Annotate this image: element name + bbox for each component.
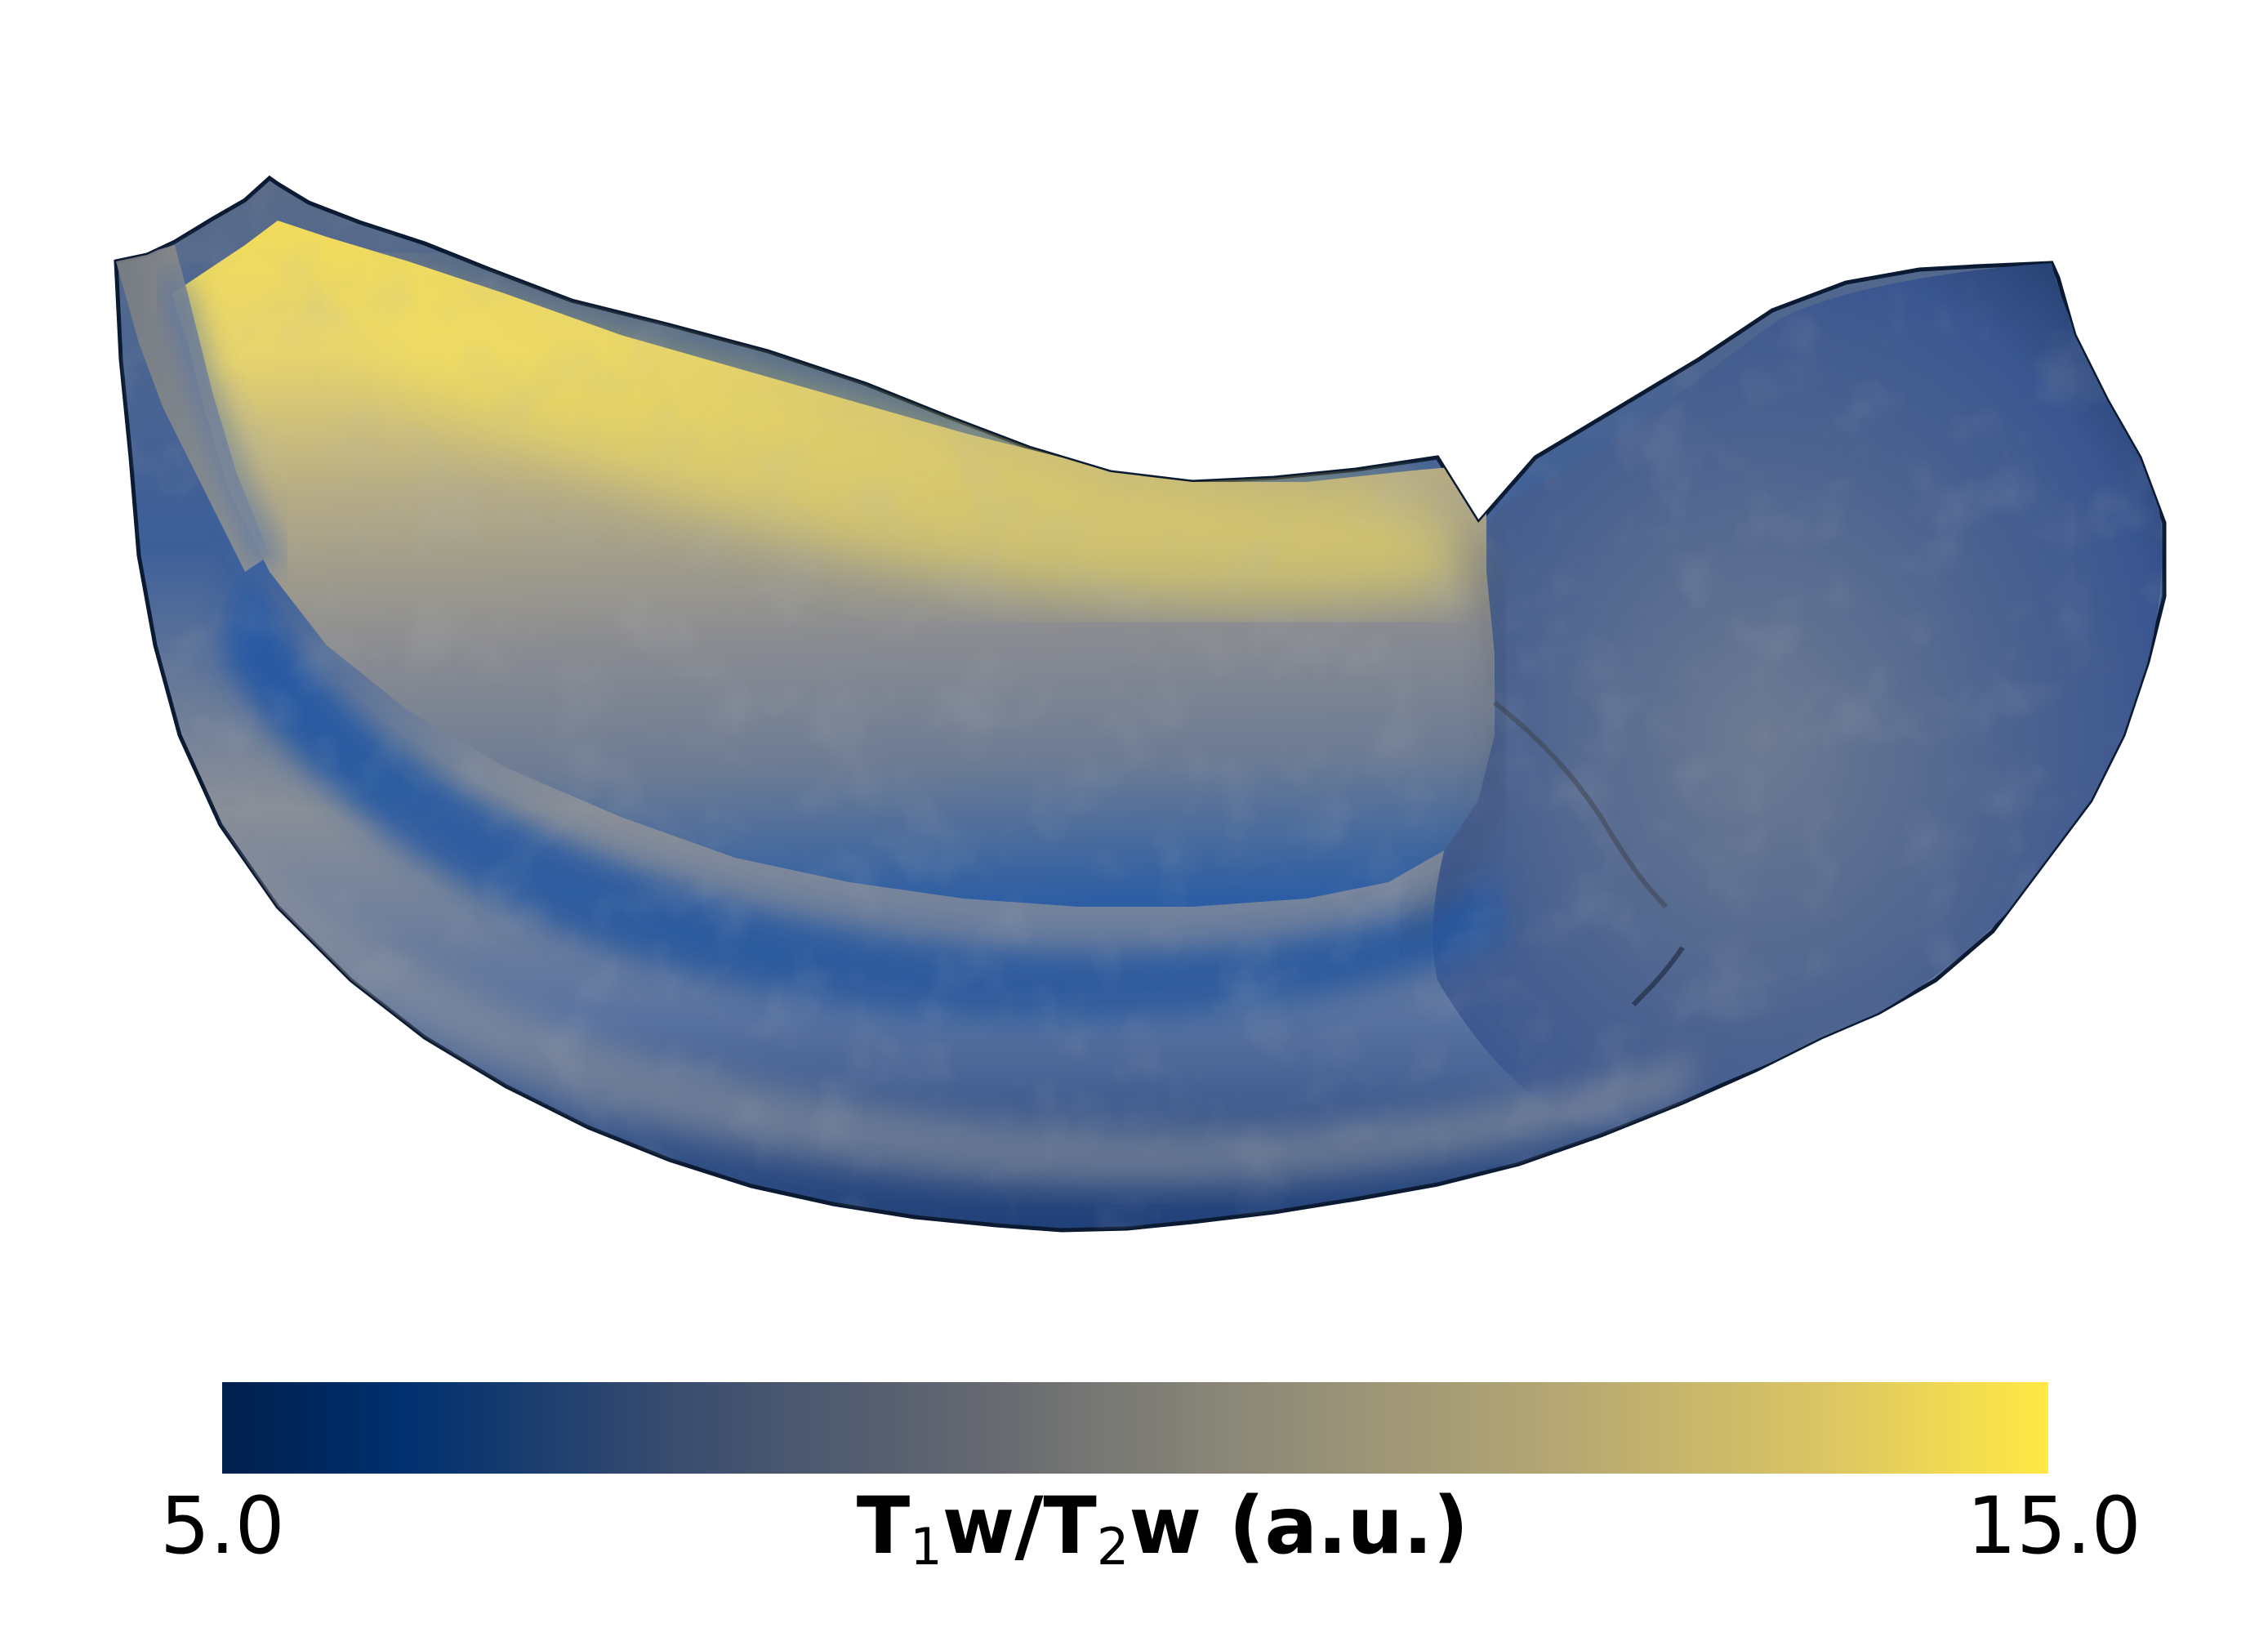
colorbar (222, 1382, 2048, 1474)
colorbar-min-label: 5.0 (160, 1480, 285, 1572)
colorbar-max-label: 15.0 (1967, 1480, 2141, 1572)
surface-render (114, 175, 2167, 1233)
colorbar-title: T1w/T2w (a.u.) (856, 1480, 1469, 1577)
